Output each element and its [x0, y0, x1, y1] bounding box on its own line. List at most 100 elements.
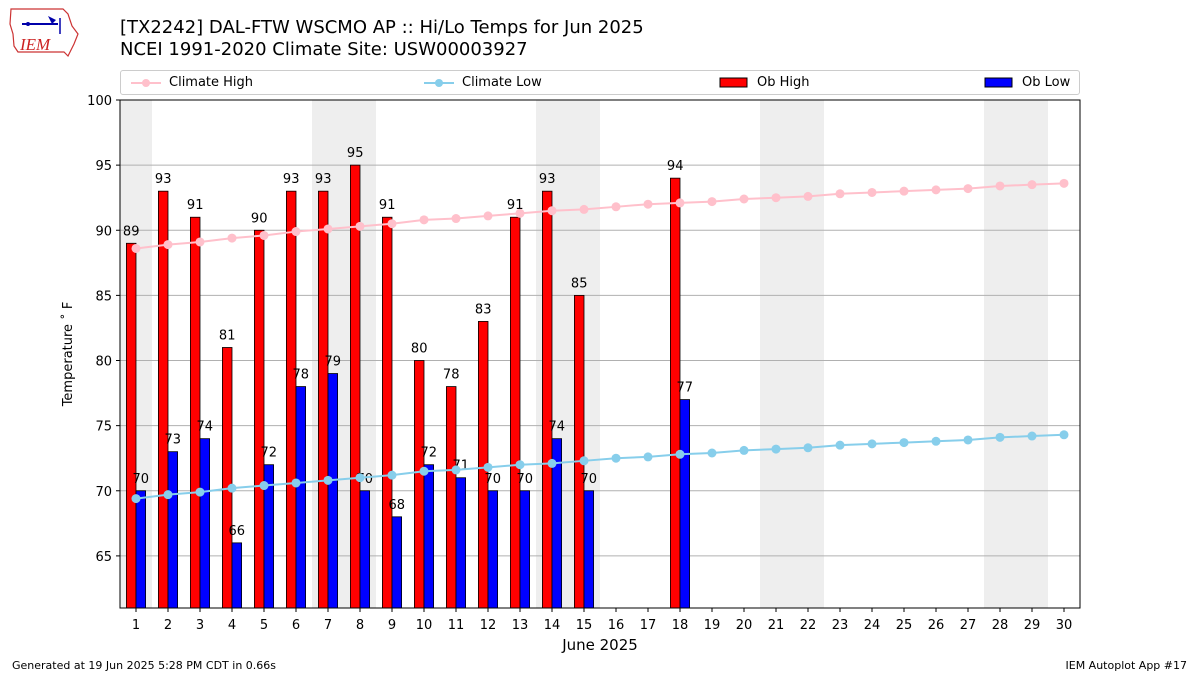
climate-low-point [355, 473, 365, 483]
climate-low-point [195, 487, 205, 497]
label-ob-low: 73 [165, 433, 182, 448]
label-ob-low: 74 [549, 420, 566, 435]
bar-ob-high [413, 360, 425, 609]
bar-ob-high [317, 190, 329, 609]
climate-high-point [163, 240, 173, 250]
x-tick-label: 20 [736, 618, 753, 633]
climate-low-line [135, 433, 1065, 500]
climate-high-point [195, 237, 205, 247]
climate-high-point [1027, 180, 1037, 190]
iem-logo: IEM [8, 6, 80, 58]
y-tick-label: 85 [95, 289, 112, 304]
bar-ob-low [135, 490, 147, 609]
x-tick-label: 4 [228, 618, 236, 633]
bar-ob-high [253, 229, 265, 609]
climate-low-point [387, 470, 397, 480]
climate-high-point [451, 214, 461, 224]
x-tick-label: 8 [356, 618, 364, 633]
weekend-shade [984, 100, 1048, 608]
label-ob-high: 90 [251, 211, 268, 226]
x-axis-label: June 2025 [561, 636, 638, 654]
climate-high-point [611, 202, 621, 212]
x-tick-label: 10 [416, 618, 433, 633]
climate-low-point [931, 436, 941, 446]
x-tick-label: 11 [448, 618, 465, 633]
bar-ob-high [189, 216, 201, 609]
x-tick-label: 7 [324, 618, 332, 633]
label-ob-low: 72 [421, 446, 438, 461]
climate-low-point [771, 444, 781, 454]
bar-ob-low [519, 490, 531, 609]
x-tick-label: 17 [640, 618, 657, 633]
x-tick-label: 24 [864, 618, 881, 633]
legend-climate-low: Climate Low [424, 71, 542, 94]
x-tick-label: 18 [672, 618, 689, 633]
climate-low-point [515, 460, 525, 470]
bar-ob-high [285, 190, 297, 609]
label-ob-high: 93 [155, 172, 172, 187]
weekend-shade [760, 100, 824, 608]
climate-low-point [835, 440, 845, 450]
climate-low-point [1059, 430, 1069, 440]
legend-ob-high-marker [719, 77, 748, 87]
legend-ob-low: Ob Low [984, 71, 1070, 94]
x-tick-label: 2 [164, 618, 172, 633]
climate-high-point [771, 193, 781, 203]
climate-high-point [995, 181, 1005, 191]
climate-high-point [227, 233, 237, 243]
label-ob-high: 93 [283, 172, 300, 187]
climate-low-point [291, 478, 301, 488]
x-tick-label: 25 [896, 618, 913, 633]
bar-ob-low [231, 542, 243, 609]
climate-high-point [259, 230, 269, 240]
label-ob-high: 94 [667, 159, 684, 174]
bar-ob-low [487, 490, 499, 609]
label-ob-high: 93 [539, 172, 556, 187]
climate-low-point [259, 481, 269, 491]
climate-high-point [835, 189, 845, 199]
bar-ob-high [574, 294, 585, 609]
climate-low-point [419, 466, 429, 476]
x-tick-label: 1 [132, 618, 140, 633]
x-tick-label: 6 [292, 618, 300, 633]
x-tick-label: 13 [512, 618, 529, 633]
legend-ob-low-marker [984, 77, 1013, 87]
bar-ob-low [167, 451, 179, 609]
climate-high-point [323, 224, 333, 234]
bar-ob-high [542, 190, 553, 609]
label-ob-high: 93 [315, 172, 332, 187]
x-tick-label: 12 [480, 618, 497, 633]
climate-high-point [291, 227, 301, 237]
y-tick-label: 100 [87, 94, 112, 109]
climate-high-point [547, 206, 557, 216]
label-ob-low: 70 [581, 472, 598, 487]
legend-ob-high: Ob High [719, 71, 810, 94]
x-tick-label: 22 [800, 618, 817, 633]
label-ob-high: 81 [219, 328, 236, 343]
climate-high-point [579, 204, 589, 214]
climate-low-point [611, 453, 621, 463]
bar-ob-high [349, 164, 361, 609]
label-ob-low: 70 [133, 472, 150, 487]
climate-high-point [899, 186, 909, 196]
x-tick-label: 9 [388, 618, 396, 633]
label-ob-low: 79 [325, 355, 342, 370]
climate-high-point [963, 184, 973, 194]
legend-climate-high: Climate High [131, 71, 253, 94]
climate-low-point [451, 465, 461, 475]
x-tick-label: 16 [608, 618, 625, 633]
bar-ob-high [445, 386, 457, 609]
y-tick-label: 70 [95, 485, 112, 500]
climate-low-point [483, 462, 493, 472]
legend: Climate High Climate Low Ob High Ob Low [120, 70, 1080, 95]
legend-climate-high-label: Climate High [169, 75, 254, 90]
bar-ob-low [423, 464, 435, 609]
bar-ob-low [327, 373, 339, 609]
chart-subtitle: NCEI 1991-2020 Climate Site: USW00003927 [120, 39, 528, 60]
bar-ob-low [199, 438, 211, 609]
footer-app: IEM Autoplot App #17 [1065, 659, 1188, 672]
climate-low-point [163, 490, 173, 500]
climate-high-point [483, 211, 493, 221]
climate-low-point [803, 443, 813, 453]
label-ob-high: 83 [475, 302, 492, 317]
